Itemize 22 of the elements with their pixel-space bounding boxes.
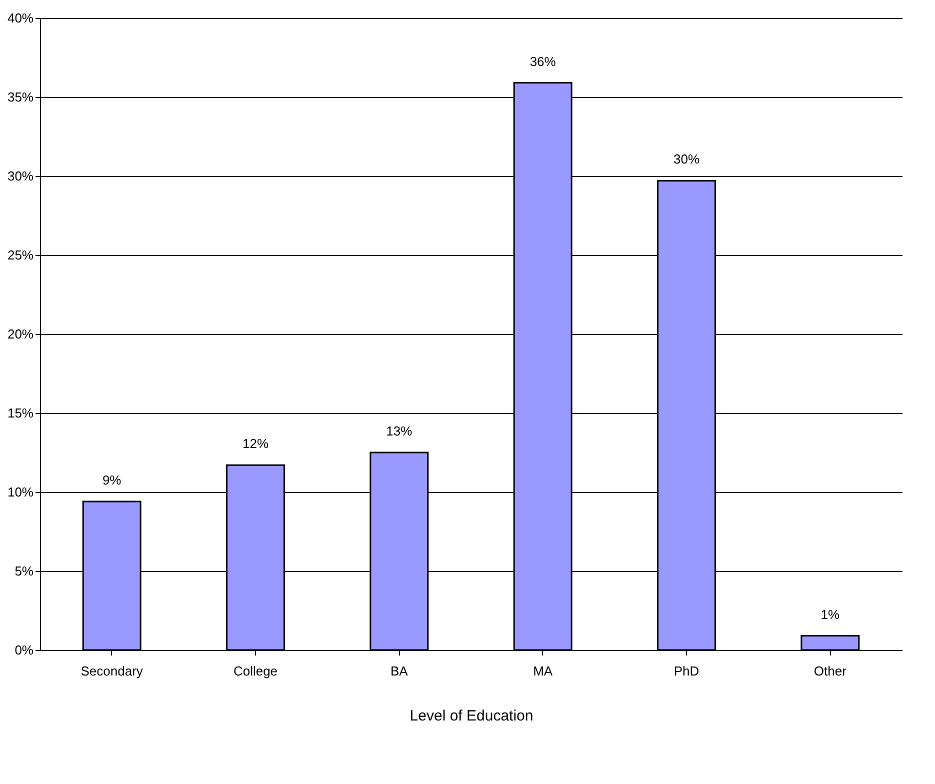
y-tick-label: 35% <box>7 90 34 104</box>
y-tick-label: 40% <box>7 10 34 26</box>
x-axis-title: Level of Education <box>410 708 534 724</box>
data-label: 1% <box>820 606 840 622</box>
data-label: 13% <box>386 424 413 438</box>
data-label: 30% <box>673 152 700 167</box>
x-tick-label: College <box>233 664 278 678</box>
y-tick-label: 10% <box>7 484 34 500</box>
x-tick-label: BA <box>390 664 408 678</box>
y-tick-label: 15% <box>7 406 34 420</box>
y-tick-label: 20% <box>7 326 34 342</box>
data-label: 36% <box>530 54 556 69</box>
data-label: 9% <box>102 472 122 488</box>
x-tick-label: PhD <box>674 664 700 678</box>
y-tick-label: 30% <box>7 168 34 184</box>
x-tick-label: Secondary <box>80 664 144 678</box>
y-tick-label: 5% <box>14 564 34 578</box>
x-tick-label: Other <box>814 664 848 678</box>
data-label: 12% <box>242 436 269 452</box>
y-tick-label: 0% <box>14 642 34 658</box>
x-tick-label: MA <box>533 664 553 678</box>
y-tick-label: 25% <box>7 248 34 262</box>
